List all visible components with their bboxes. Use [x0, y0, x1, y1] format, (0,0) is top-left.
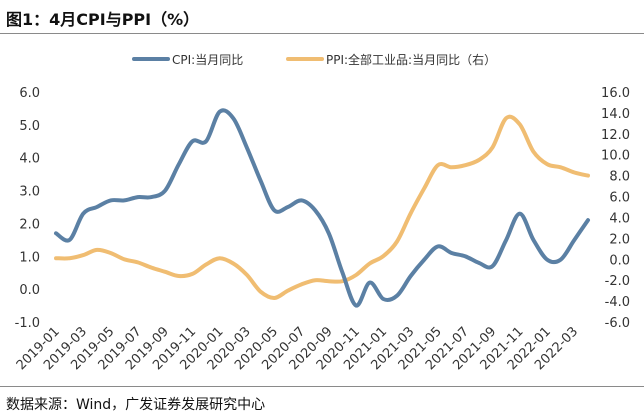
legend: CPI:当月同比 PPI:全部工业品:当月同比（右）: [132, 52, 496, 67]
y-right-tick-label: 4.0: [609, 211, 630, 226]
cpi-series-line: [54, 108, 590, 308]
y-right-tick-label: -2.0: [605, 274, 630, 289]
source-divider: [0, 386, 644, 387]
y-left-tick-label: 4.0: [19, 152, 40, 167]
y-right-tick-label: 6.0: [609, 191, 630, 206]
cpi-ppi-line-chart: CPI:当月同比 PPI:全部工业品:当月同比（右） -1.0 0.0 1.0 2.0…: [14, 52, 630, 373]
ppi-series-line: [54, 114, 590, 300]
series-lines: [54, 108, 590, 308]
page-title: 图1：4月CPI与PPI（%）: [6, 10, 200, 29]
y-right-tick-label: 16.0: [601, 86, 630, 101]
y-left-tick-label: 1.0: [19, 250, 40, 265]
y-right-tick-label: -4.0: [605, 295, 630, 310]
y-right-tick-label: 12.0: [601, 128, 630, 143]
y-right-tick-label: 14.0: [601, 107, 630, 122]
y-left-tick-label: 2.0: [19, 217, 40, 232]
y-right-tick-label: 8.0: [609, 170, 630, 185]
y-left-tick-label: 6.0: [19, 86, 40, 101]
right-y-axis: -6.0 -4.0 -2.0 0.0 2.0 4.0 6.0 8.0 10.0 12.0 14.0 1…: [601, 86, 630, 331]
y-left-tick-label: 5.0: [19, 119, 40, 134]
x-axis: 2019-012019-032019-052019-072019-092019-…: [14, 324, 581, 373]
y-left-tick-label: 3.0: [19, 185, 40, 200]
y-left-tick-label: 0.0: [19, 283, 40, 298]
source-note: 数据来源：Wind，广发证券发展研究中心: [6, 397, 266, 413]
y-right-tick-label: 0.0: [609, 253, 630, 268]
legend-label-ppi: PPI:全部工业品:当月同比（右）: [326, 52, 496, 67]
y-right-tick-label: 10.0: [601, 149, 630, 164]
title-bar: 图1：4月CPI与PPI（%）: [0, 0, 644, 34]
y-right-tick-label: 2.0: [609, 232, 630, 247]
y-right-tick-label: -6.0: [605, 316, 630, 331]
legend-label-cpi: CPI:当月同比: [172, 53, 243, 67]
left-y-axis: -1.0 0.0 1.0 2.0 3.0 4.0 5.0 6.0: [15, 86, 40, 331]
title-divider: [0, 33, 644, 34]
y-left-tick-label: -1.0: [15, 316, 40, 331]
